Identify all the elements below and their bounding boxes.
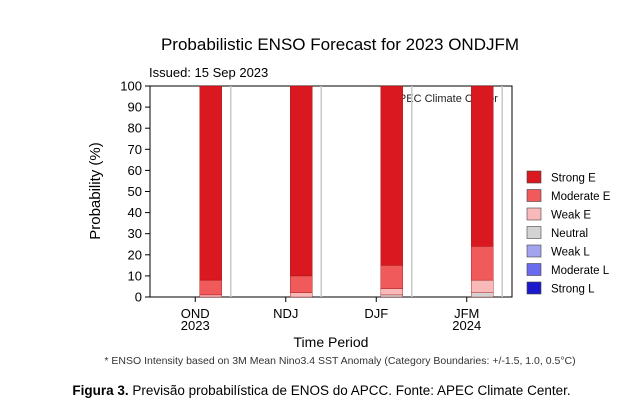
x-axis-title: Time Period	[294, 334, 369, 350]
figure-caption: Figura 3. Previsão probabilística de ENO…	[0, 383, 643, 398]
x-tick-label: DJF	[364, 306, 388, 321]
legend-swatch	[526, 207, 542, 221]
bar-strong-e-djf	[380, 85, 403, 266]
y-tick-label: 10	[128, 268, 142, 283]
issued-date: Issued: 15 Sep 2023	[149, 65, 268, 80]
y-tick-label: 0	[135, 290, 142, 305]
legend-label: Moderate E	[551, 191, 611, 203]
legend-swatch	[526, 170, 542, 184]
bar-weak-e-jfm	[471, 279, 494, 293]
x-tick-label: OND	[181, 306, 210, 321]
legend-label: Strong L	[551, 284, 595, 296]
bar-strong-e-ond	[199, 85, 222, 281]
y-tick-label: 20	[128, 247, 142, 262]
x-tick-label: JFM	[454, 306, 479, 321]
y-tick-label: 100	[120, 79, 142, 94]
legend-label: Strong E	[551, 173, 596, 185]
y-tick-label: 70	[128, 142, 142, 157]
watermark-text: © APEC Climate Center	[381, 93, 498, 105]
legend-label: Neutral	[551, 228, 588, 240]
legend-label: Weak E	[551, 210, 591, 222]
legend-swatch	[526, 226, 542, 239]
y-tick-label: 30	[128, 226, 142, 241]
x-tick-label: NDJ	[273, 306, 298, 321]
x-tick-label-year: 2024	[452, 318, 481, 333]
bar-weak-e-ndj	[290, 292, 313, 298]
footnote: * ENSO Intensity based on 3M Mean Nino3.…	[104, 355, 575, 367]
bar-weak-e-ond	[199, 294, 222, 298]
bar-weak-e-djf	[380, 288, 403, 296]
legend-swatch	[526, 281, 542, 295]
figure-caption-text: Previsão probabilística de ENOS do APCC.…	[128, 383, 571, 398]
legend-label: Moderate L	[551, 265, 610, 277]
bar-moderate-e-djf	[380, 265, 403, 289]
y-tick-label: 50	[128, 184, 142, 199]
bar-strong-e-jfm	[471, 85, 494, 247]
bar-strong-e-ndj	[290, 85, 313, 277]
y-tick-label: 80	[128, 121, 142, 136]
bar-neutral-jfm	[471, 292, 494, 298]
bar-moderate-e-jfm	[471, 246, 494, 281]
figure-caption-label: Figura 3.	[72, 383, 129, 398]
bar-moderate-e-ndj	[290, 275, 313, 293]
y-axis-title: Probability (%)	[87, 142, 104, 240]
legend-swatch	[526, 263, 542, 276]
y-tick-label: 40	[128, 205, 142, 220]
legend-swatch	[526, 189, 542, 202]
y-tick-label: 60	[128, 163, 142, 178]
chart-title: Probabilistic ENSO Forecast for 2023 OND…	[161, 35, 519, 54]
legend-swatch	[526, 244, 542, 258]
y-tick-label: 90	[128, 100, 142, 115]
legend-label: Weak L	[551, 247, 590, 259]
bar-neutral-djf	[380, 294, 403, 298]
x-tick-label-year: 2023	[181, 318, 210, 333]
bar-moderate-e-ond	[199, 279, 222, 296]
